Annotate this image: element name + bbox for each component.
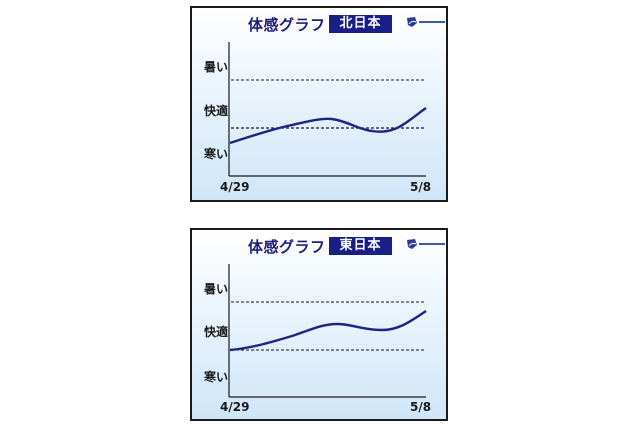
series-line bbox=[229, 310, 427, 352]
y-label-cold: 寒い bbox=[204, 370, 229, 384]
y-label-hot: 暑い bbox=[204, 60, 229, 74]
plot-area bbox=[228, 42, 427, 177]
region-badge: 東日本 bbox=[329, 237, 392, 255]
y-label-comfortable: 快適 bbox=[204, 104, 229, 118]
x-label-end: 5/8 bbox=[410, 400, 432, 414]
region-badge: 北日本 bbox=[329, 15, 392, 33]
chart-title: 体感グラフ bbox=[248, 16, 326, 34]
series-line bbox=[229, 107, 427, 145]
y-label-comfortable: 快適 bbox=[204, 325, 229, 339]
weathernews-logo-icon bbox=[407, 239, 445, 249]
plot-area bbox=[228, 264, 427, 398]
weathernews-logo-icon bbox=[407, 17, 445, 27]
x-label-start: 4/29 bbox=[220, 400, 250, 414]
x-label-start: 4/29 bbox=[220, 180, 250, 194]
y-label-cold: 寒い bbox=[204, 147, 229, 161]
chart-panel-north: 体感グラフ 北日本 暑い 快適 寒い 4/29 5/8 bbox=[190, 6, 448, 202]
chart-panel-east: 体感グラフ 東日本 暑い 快適 寒い 4/29 5/8 bbox=[190, 228, 448, 421]
y-label-hot: 暑い bbox=[204, 282, 229, 296]
x-label-end: 5/8 bbox=[410, 180, 432, 194]
chart-title: 体感グラフ bbox=[248, 238, 326, 256]
